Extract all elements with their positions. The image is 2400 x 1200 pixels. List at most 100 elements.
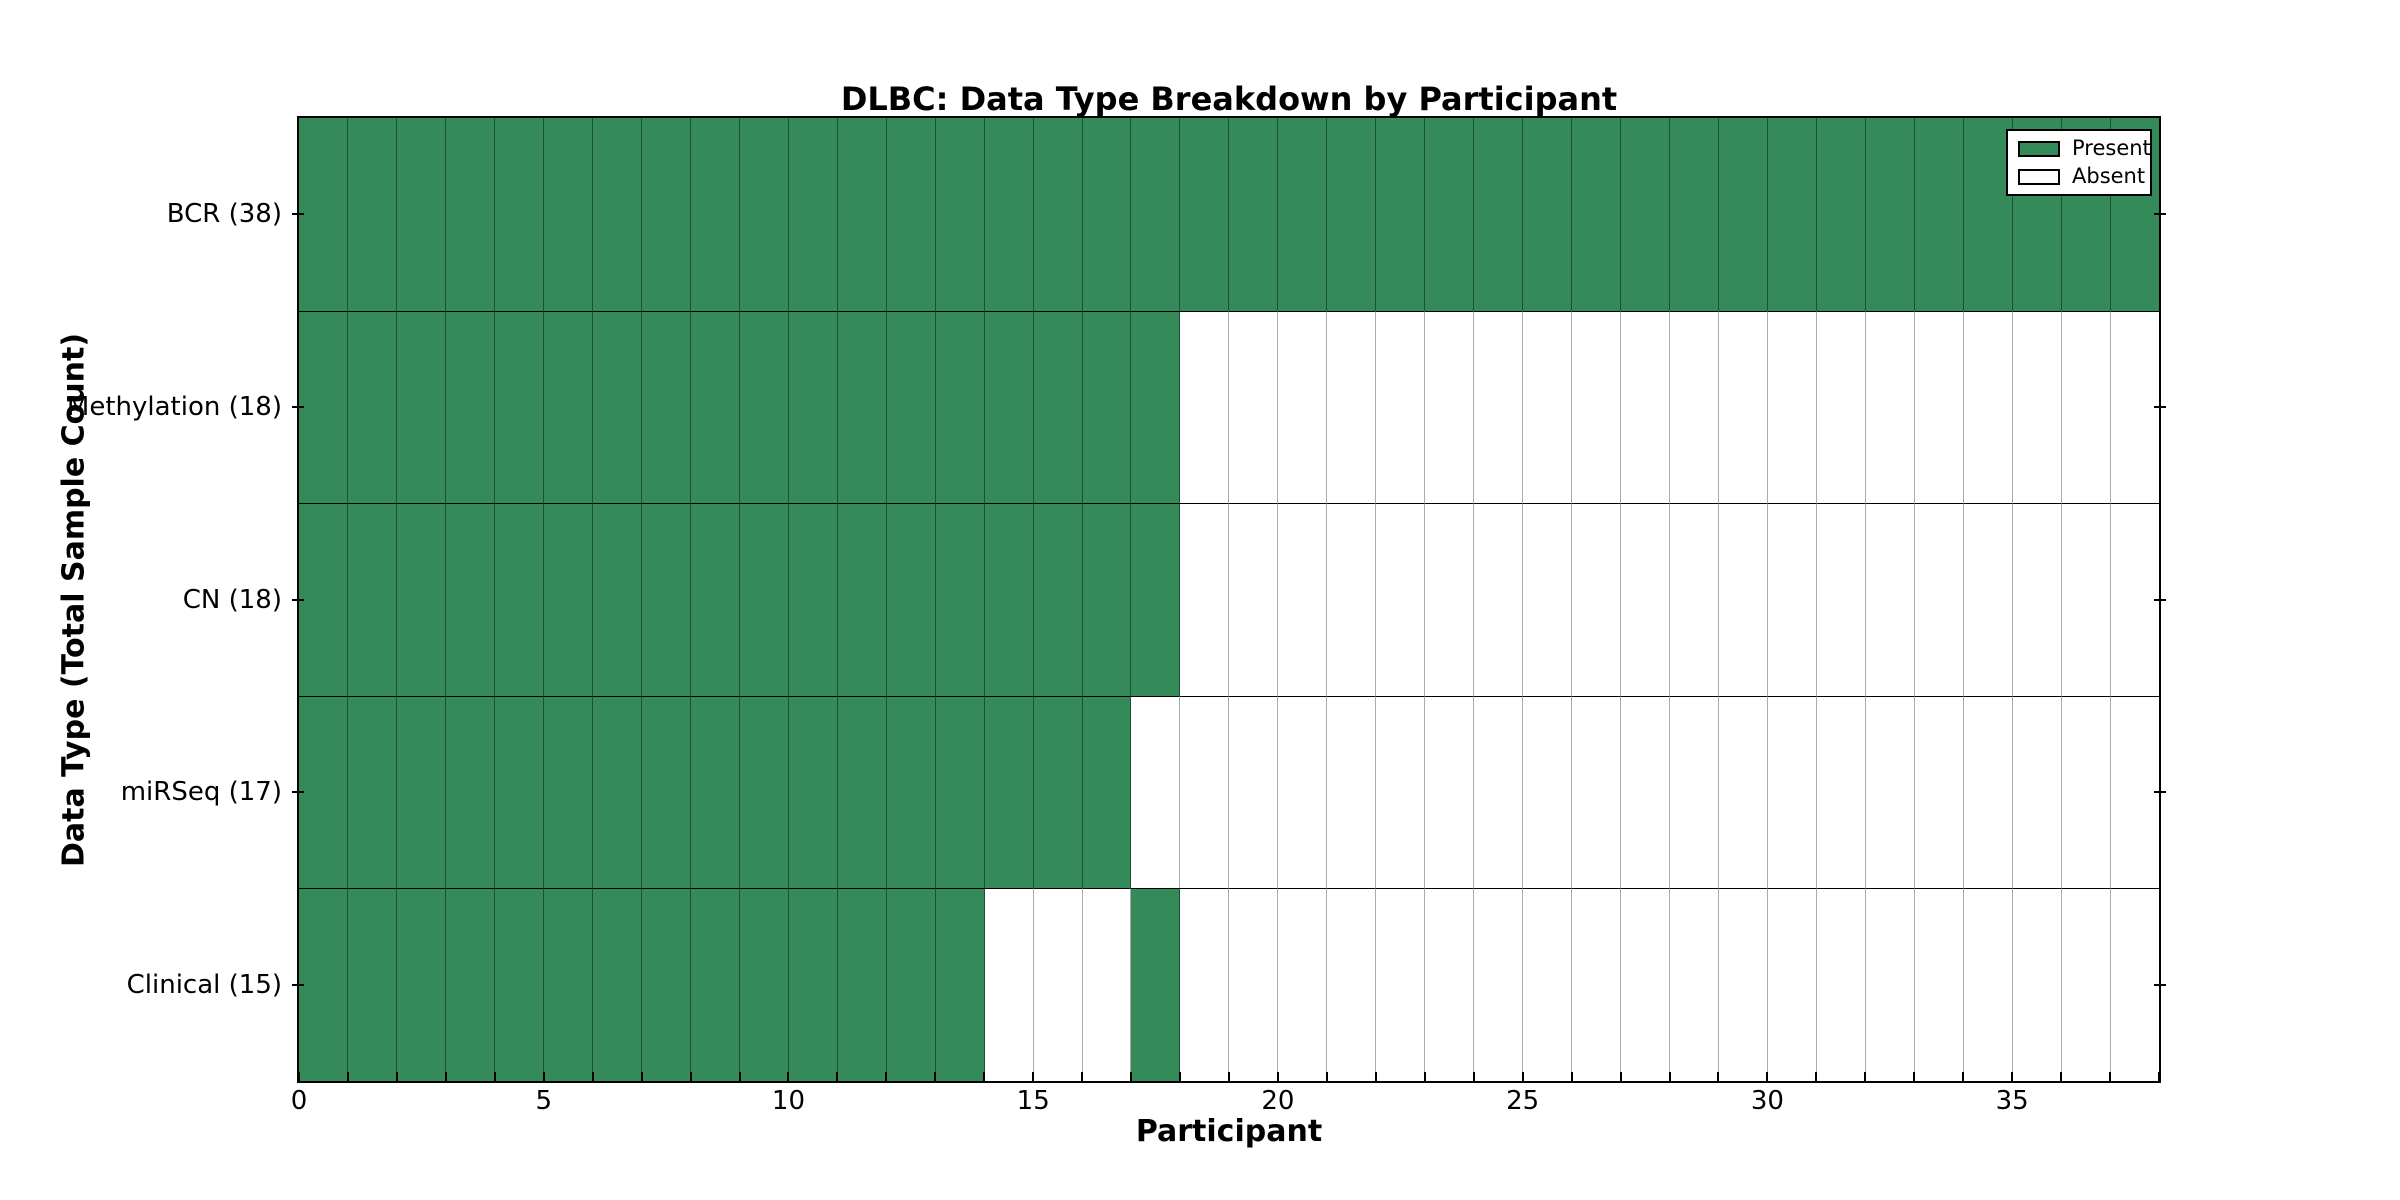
y-tick-label-methylation: Methylation (18) <box>66 391 282 422</box>
matrix-cell-methylation-6 <box>592 310 642 504</box>
matrix-cell-mirseq-37 <box>2110 695 2159 889</box>
matrix-cell-bcr-23 <box>1425 118 1475 311</box>
legend-item-absent: Absent <box>2018 166 2145 187</box>
matrix-cell-bcr-30 <box>1768 118 1818 311</box>
matrix-cell-cn-8 <box>690 503 740 696</box>
matrix-cell-clinical-22 <box>1376 888 1426 1081</box>
matrix-cell-mirseq-26 <box>1572 695 1622 889</box>
matrix-cell-clinical-6 <box>592 888 642 1081</box>
matrix-cell-methylation-12 <box>886 310 936 504</box>
matrix-cell-methylation-20 <box>1278 310 1328 504</box>
matrix-cell-bcr-9 <box>739 118 789 311</box>
legend-label-absent: Absent <box>2072 164 2146 188</box>
matrix-cell-cn-15 <box>1033 503 1083 696</box>
matrix-cell-methylation-23 <box>1425 310 1475 504</box>
matrix-cell-methylation-34 <box>1963 310 2013 504</box>
matrix-cell-clinical-2 <box>396 888 446 1081</box>
matrix-cell-cn-13 <box>935 503 985 696</box>
y-tick-label-bcr: BCR (38) <box>166 199 282 230</box>
matrix-cell-methylation-22 <box>1376 310 1426 504</box>
matrix-cell-cn-16 <box>1082 503 1132 696</box>
matrix-cell-bcr-22 <box>1376 118 1426 311</box>
matrix-cell-cn-33 <box>1914 503 1964 696</box>
matrix-cell-mirseq-18 <box>1180 695 1230 889</box>
matrix-cell-clinical-10 <box>788 888 838 1081</box>
matrix-cell-bcr-0 <box>299 118 348 311</box>
matrix-cell-methylation-30 <box>1768 310 1818 504</box>
matrix-cell-bcr-6 <box>592 118 642 311</box>
matrix-cell-mirseq-4 <box>494 695 544 889</box>
matrix-cell-clinical-23 <box>1425 888 1475 1081</box>
matrix-cell-mirseq-7 <box>641 695 691 889</box>
x-tick-label-25: 25 <box>1506 1086 1540 1116</box>
matrix-cell-bcr-20 <box>1278 118 1328 311</box>
matrix-cell-clinical-1 <box>347 888 397 1081</box>
matrix-cell-mirseq-22 <box>1376 695 1426 889</box>
matrix-cell-cn-23 <box>1425 503 1475 696</box>
matrix-cell-cn-31 <box>1817 503 1866 696</box>
matrix-row-clinical <box>299 888 2159 1081</box>
legend-label-present: Present <box>2072 136 2151 160</box>
matrix-cell-bcr-5 <box>543 118 593 311</box>
matrix-cell-cn-22 <box>1376 503 1426 696</box>
matrix-cell-methylation-33 <box>1914 310 1964 504</box>
matrix-cell-mirseq-16 <box>1082 695 1132 889</box>
absent-swatch <box>2018 168 2060 185</box>
matrix-cell-clinical-5 <box>543 888 593 1081</box>
matrix-cell-mirseq-6 <box>592 695 642 889</box>
x-tick-label-35: 35 <box>1995 1086 2029 1116</box>
matrix-cell-mirseq-36 <box>2061 695 2111 889</box>
matrix-cell-bcr-15 <box>1033 118 1083 311</box>
x-tick-label-5: 5 <box>535 1086 553 1116</box>
matrix-cell-mirseq-27 <box>1621 695 1671 889</box>
matrix-cell-cn-0 <box>299 503 348 696</box>
matrix-cell-cn-2 <box>396 503 446 696</box>
matrix-cell-cn-20 <box>1278 503 1328 696</box>
matrix-cell-bcr-3 <box>445 118 495 311</box>
matrix-cell-methylation-31 <box>1817 310 1866 504</box>
matrix-cell-clinical-13 <box>935 888 985 1081</box>
matrix-cell-mirseq-5 <box>543 695 593 889</box>
matrix-cell-methylation-27 <box>1621 310 1671 504</box>
matrix-cell-mirseq-23 <box>1425 695 1475 889</box>
matrix-cell-methylation-28 <box>1670 310 1720 504</box>
matrix-cell-bcr-2 <box>396 118 446 311</box>
matrix-cell-methylation-35 <box>2012 310 2062 504</box>
matrix-cell-mirseq-32 <box>1866 695 1915 889</box>
matrix-cell-bcr-14 <box>984 118 1034 311</box>
matrix-cell-mirseq-33 <box>1914 695 1964 889</box>
matrix-cell-mirseq-12 <box>886 695 936 889</box>
matrix-cell-cn-3 <box>445 503 495 696</box>
matrix-cell-bcr-1 <box>347 118 397 311</box>
matrix-cell-cn-35 <box>2012 503 2062 696</box>
matrix-cell-cn-36 <box>2061 503 2111 696</box>
matrix-cell-mirseq-17 <box>1131 695 1181 889</box>
matrix-cell-cn-37 <box>2110 503 2159 696</box>
matrix-cell-bcr-25 <box>1523 118 1573 311</box>
matrix-cell-methylation-24 <box>1474 310 1524 504</box>
matrix-cell-cn-32 <box>1866 503 1915 696</box>
legend-item-present: Present <box>2018 138 2151 159</box>
matrix-cell-methylation-3 <box>445 310 495 504</box>
matrix-cell-clinical-15 <box>1033 888 1083 1081</box>
matrix-cell-bcr-24 <box>1474 118 1524 311</box>
matrix-cell-bcr-31 <box>1817 118 1866 311</box>
matrix-cell-clinical-3 <box>445 888 495 1081</box>
matrix-cell-mirseq-31 <box>1817 695 1866 889</box>
matrix-cell-methylation-19 <box>1229 310 1279 504</box>
matrix-cell-mirseq-35 <box>2012 695 2062 889</box>
matrix-cell-mirseq-29 <box>1719 695 1769 889</box>
matrix-cell-methylation-4 <box>494 310 544 504</box>
matrix-cell-mirseq-34 <box>1963 695 2013 889</box>
matrix-cell-bcr-13 <box>935 118 985 311</box>
matrix-cell-clinical-29 <box>1719 888 1769 1081</box>
matrix-cell-bcr-7 <box>641 118 691 311</box>
x-axis-ticks: 0 5 10 15 20 25 30 35 <box>291 1086 2159 1118</box>
matrix-cell-methylation-5 <box>543 310 593 504</box>
matrix-cell-clinical-8 <box>690 888 740 1081</box>
y-tick-label-clinical: Clinical (15) <box>126 969 282 1000</box>
matrix-cell-methylation-26 <box>1572 310 1622 504</box>
x-tick-label-20: 20 <box>1261 1086 1295 1116</box>
matrix-cell-clinical-37 <box>2110 888 2159 1081</box>
